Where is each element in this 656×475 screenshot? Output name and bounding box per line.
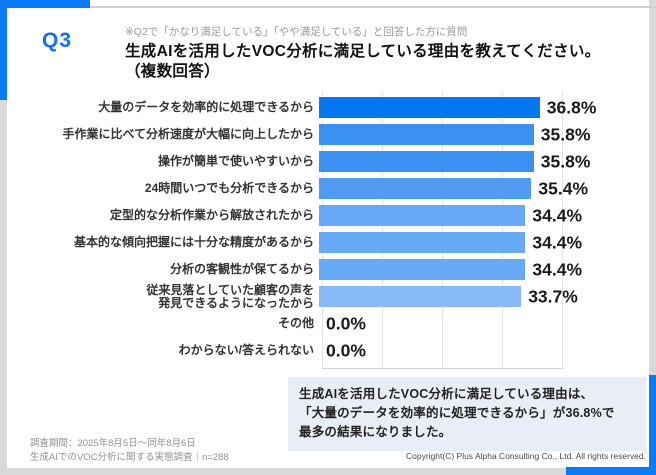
copyright: Copyright(C) Plus Alpha Consulting Co., … — [405, 451, 646, 461]
question-badge: Q3 — [42, 29, 73, 52]
category-label: わからない/答えられない — [178, 343, 314, 358]
chart-row: 操作が簡単で使いやすいから 35.8% — [30, 148, 646, 175]
accent-top-left-horizontal — [0, 0, 90, 8]
category-label: その他 — [277, 316, 314, 331]
category-label: 24時間いつでも分析できるから — [144, 181, 314, 196]
category-label: 分析の客観性が保てるから — [169, 262, 314, 277]
accent-bottom-right-horizontal — [566, 467, 656, 475]
plot-cell: 34.4% — [318, 229, 646, 256]
category-label: 定型的な分析作業から解放されたから — [109, 208, 314, 223]
survey-name: 生成AIでのVOC分析に関する実態調査｜n=288 — [30, 451, 229, 463]
question-title-line2: （複数回答） — [125, 63, 220, 80]
summary-line: 生成AIを活用したVOC分析に満足している理由は、 — [299, 387, 594, 401]
accent-bottom-right-vertical — [649, 375, 656, 475]
value-label: 0.0% — [326, 313, 366, 333]
category-label: 大量のデータを効率的に処理できるから — [98, 100, 314, 115]
category-label: 手作業に比べて分析速度が大幅に向上したから — [62, 127, 314, 142]
chart-row: その他 0.0% — [30, 310, 646, 337]
bar — [319, 232, 526, 253]
value-label: 34.4% — [532, 259, 583, 279]
chart-row: 基本的な傾向把握には十分な精度があるから 34.4% — [30, 229, 646, 256]
plot-cell: 0.0% — [318, 337, 646, 364]
value-label: 33.7% — [528, 286, 578, 306]
value-label: 35.4% — [538, 178, 589, 198]
chart-row: 手作業に比べて分析速度が大幅に向上したから 35.8% — [30, 121, 646, 148]
chart-row: 大量のデータを効率的に処理できるから 36.8% — [30, 94, 646, 121]
value-label: 0.0% — [326, 340, 366, 360]
plot-cell: 35.8% — [318, 121, 646, 148]
x-axis-line — [322, 368, 563, 369]
survey-note: 調査期間：2025年8月5日～同年8月6日 生成AIでのVOC分析に関する実態調… — [30, 437, 229, 465]
plot-cell: 36.8% — [318, 94, 646, 121]
chart-row: 定型的な分析作業から解放されたから 34.4% — [30, 202, 646, 229]
plot-cell: 35.8% — [318, 148, 646, 175]
summary-callout: 生成AIを活用したVOC分析に満足している理由は、 「大量のデータを効率的に処理… — [288, 377, 646, 451]
category-label: 操作が簡単で使いやすいから — [157, 154, 314, 169]
chart-row: わからない/答えられない 0.0% — [30, 337, 646, 364]
value-label: 34.4% — [532, 205, 583, 225]
bar — [319, 178, 532, 199]
category-label: 基本的な傾向把握には十分な精度があるから — [73, 235, 314, 250]
bar — [319, 259, 526, 280]
frame-border-left — [0, 0, 7, 475]
survey-period: 調査期間：2025年8月5日～同年8月6日 — [30, 438, 196, 449]
summary-line: 最多の結果になりました。 — [299, 425, 452, 439]
chart-row: 分析の客観性が保てるから 34.4% — [30, 256, 646, 283]
chart-row: 24時間いつでも分析できるから 35.4% — [30, 175, 646, 202]
bar — [319, 124, 534, 145]
question-note: ※Q2で「かなり満足している」「やや満足している」と回答した方に質問 — [125, 26, 468, 38]
plot-cell: 34.4% — [318, 256, 646, 283]
frame-border-bottom — [0, 468, 656, 475]
category-label: 従来見落としていた顧客の声を 発見できるようになったから — [146, 282, 314, 310]
plot-cell: 35.4% — [318, 175, 646, 202]
chart-row: 従来見落としていた顧客の声を 発見できるようになったから 33.7% — [30, 283, 646, 310]
bar — [319, 286, 522, 307]
plot-cell: 33.7% — [318, 283, 646, 310]
bar — [319, 205, 526, 226]
frame-border-top — [0, 6, 656, 8]
plot-cell: 34.4% — [318, 202, 646, 229]
value-label: 34.4% — [532, 232, 583, 252]
bar — [319, 97, 540, 118]
value-label: 35.8% — [540, 151, 591, 171]
frame-border-right — [649, 0, 656, 475]
plot-cell: 0.0% — [318, 310, 646, 337]
accent-top-left-vertical — [0, 0, 7, 100]
bar-chart: 大量のデータを効率的に処理できるから 36.8% 手作業に比べて分析速度が大幅に向上… — [30, 91, 646, 369]
question-title-line1: 生成AIを活用したVOC分析に満足している理由を教えてください。 — [125, 43, 601, 60]
summary-line: 「大量のデータを効率的に処理できるから」が36.8%で — [299, 406, 615, 420]
value-label: 36.8% — [546, 97, 597, 117]
value-label: 35.8% — [540, 124, 591, 144]
bar — [319, 151, 534, 172]
